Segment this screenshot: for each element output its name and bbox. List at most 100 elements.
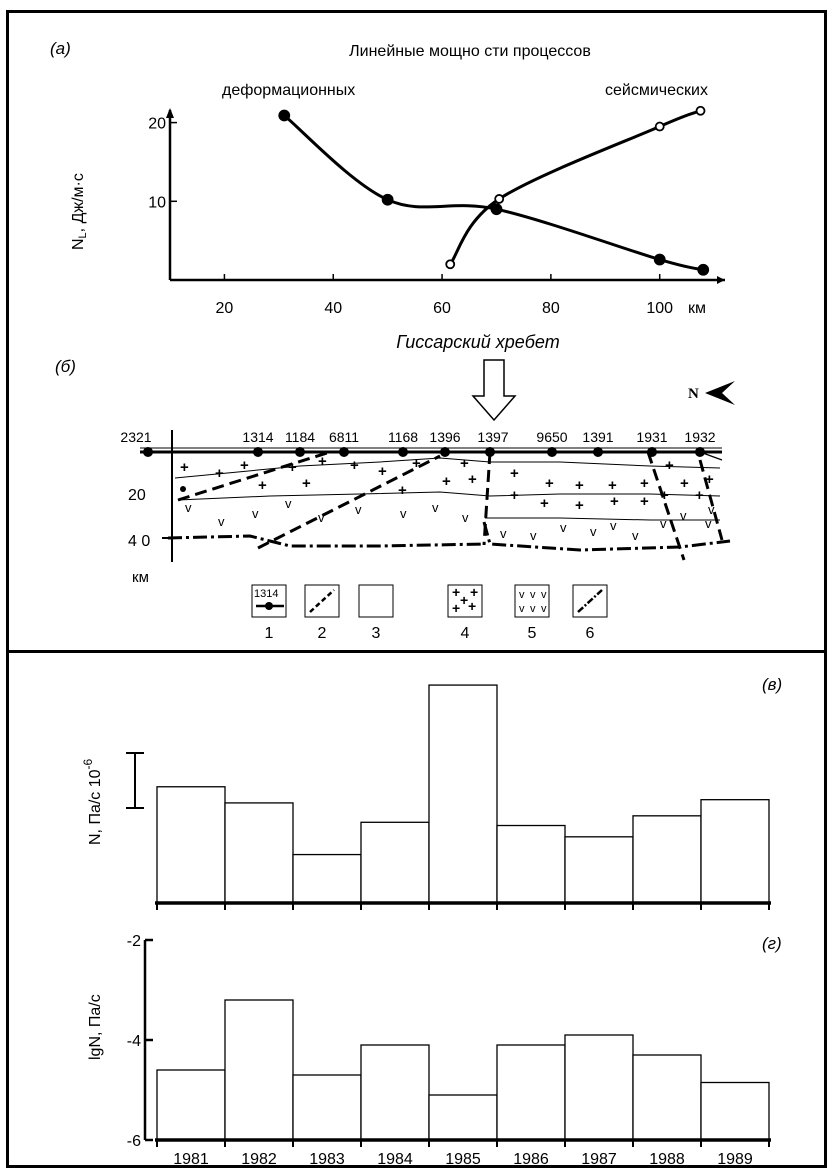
granite-symbol: + bbox=[680, 475, 689, 492]
depth-tick-label: 4 0 bbox=[128, 533, 150, 550]
granite-symbol: + bbox=[540, 495, 549, 512]
basalt-symbol: v bbox=[218, 514, 225, 529]
station-label: 1931 bbox=[636, 429, 667, 445]
north-label: N bbox=[688, 386, 699, 402]
bar bbox=[156, 1069, 226, 1141]
legend-number: 2 bbox=[318, 625, 327, 642]
granite-symbol: + bbox=[378, 463, 387, 480]
x-tick-label: 1986 bbox=[513, 1151, 549, 1168]
basalt-symbol: v bbox=[530, 528, 537, 543]
x-tick-label: 1987 bbox=[581, 1151, 617, 1168]
granite-symbol: + bbox=[460, 592, 468, 608]
basalt-symbol: v bbox=[400, 506, 407, 521]
bar bbox=[496, 1044, 566, 1141]
moho-boundary bbox=[167, 534, 485, 548]
north-arrow-icon bbox=[705, 381, 735, 405]
fault-line bbox=[257, 454, 441, 550]
basalt-symbol: v bbox=[541, 603, 547, 615]
station-marker bbox=[253, 447, 263, 457]
granite-symbol: + bbox=[258, 477, 267, 494]
x-tick-label: 60 bbox=[433, 300, 451, 317]
series-line-seismic bbox=[448, 109, 702, 266]
data-point bbox=[654, 121, 665, 132]
y-label-main: N bbox=[70, 238, 87, 250]
down-arrow-icon bbox=[471, 359, 517, 422]
granite-symbol: + bbox=[398, 482, 407, 499]
station-marker bbox=[547, 447, 557, 457]
station-marker bbox=[295, 447, 305, 457]
granite-symbol: + bbox=[665, 457, 674, 474]
y-tick-label: -4 bbox=[127, 1033, 141, 1050]
bar bbox=[700, 799, 770, 904]
data-point bbox=[278, 109, 291, 122]
granite-symbol: + bbox=[318, 453, 327, 470]
basalt-symbol: v bbox=[462, 510, 469, 525]
x-tick-label: 1985 bbox=[445, 1151, 481, 1168]
series-label-seismic: сейсмических bbox=[605, 82, 708, 99]
basalt-symbol: v bbox=[560, 520, 567, 535]
station-marker bbox=[398, 447, 408, 457]
panel-c-axis bbox=[155, 901, 771, 910]
panel-c-label: (в) bbox=[762, 675, 782, 694]
y-label-exponent: -6 bbox=[81, 758, 95, 769]
basalt-symbol: v bbox=[530, 603, 536, 615]
panel-a-label: (а) bbox=[50, 39, 71, 58]
station-markers bbox=[143, 447, 723, 461]
station-label: 1168 bbox=[388, 429, 418, 445]
y-tick-label: -2 bbox=[127, 933, 141, 950]
basalt-symbol: v bbox=[590, 524, 597, 539]
granite-symbol: + bbox=[215, 465, 224, 482]
basalt-symbol: v bbox=[660, 516, 667, 531]
layer-boundary-block bbox=[485, 517, 720, 521]
granite-symbol: + bbox=[468, 471, 477, 488]
basalt-symbol: v bbox=[632, 528, 639, 543]
panel-a-series bbox=[278, 105, 710, 276]
panel-d-bars bbox=[156, 999, 770, 1141]
legend-box bbox=[358, 584, 394, 618]
layer-boundary-upper bbox=[174, 457, 721, 479]
depth-tick-label: 20 bbox=[128, 487, 146, 504]
legend-box bbox=[251, 584, 287, 618]
basalt-symbol: v bbox=[705, 516, 712, 531]
granite-symbol: + bbox=[640, 493, 649, 510]
x-tick-label: 1983 bbox=[309, 1151, 345, 1168]
basalt-symbol: v bbox=[519, 589, 525, 601]
bar bbox=[496, 824, 566, 904]
granite-symbol: + bbox=[350, 457, 359, 474]
basalt-symbol: v bbox=[680, 508, 687, 523]
fault-line bbox=[698, 459, 724, 541]
granite-symbol: + bbox=[288, 459, 297, 476]
bar bbox=[360, 1044, 430, 1141]
panel-c: (в) N, Па/с 10-6 bbox=[81, 675, 782, 910]
station-marker bbox=[143, 447, 153, 457]
basalt-symbol: v bbox=[185, 500, 192, 515]
y-label-main: N, Па/с 10 bbox=[87, 769, 104, 845]
x-tick-label: 100 bbox=[646, 300, 673, 317]
basalt-symbol: v bbox=[252, 506, 259, 521]
depth-unit: км bbox=[132, 569, 149, 586]
basalt-symbol: v bbox=[500, 526, 507, 541]
bar bbox=[224, 802, 294, 904]
scale-bar bbox=[126, 752, 144, 809]
bar bbox=[156, 786, 226, 904]
station-label: 6811 bbox=[329, 429, 359, 445]
granite-symbol: + bbox=[452, 600, 460, 616]
granite-symbol: + bbox=[240, 457, 249, 474]
bar bbox=[632, 815, 702, 904]
x-tick-label: 1988 bbox=[649, 1151, 685, 1168]
y-axis-arrow-icon bbox=[166, 108, 174, 118]
outer-frame bbox=[6, 10, 827, 1168]
bar bbox=[564, 836, 634, 904]
data-point bbox=[695, 105, 706, 116]
granite-symbol: + bbox=[608, 477, 617, 494]
bar bbox=[428, 1094, 498, 1141]
granite-symbol: + bbox=[610, 493, 619, 510]
granite-symbol: + bbox=[660, 487, 669, 504]
fault-line bbox=[646, 451, 686, 561]
panel-b-label: (б) bbox=[55, 357, 76, 376]
x-axis-arrow-icon bbox=[717, 276, 725, 284]
station-marker bbox=[593, 447, 603, 457]
station-label: 1932 bbox=[684, 429, 715, 445]
data-point bbox=[697, 263, 710, 276]
bar bbox=[700, 1081, 770, 1141]
